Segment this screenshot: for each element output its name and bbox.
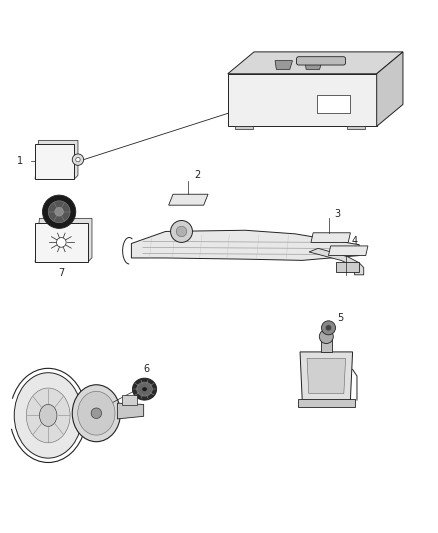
Text: 6: 6 bbox=[144, 364, 150, 374]
Ellipse shape bbox=[137, 382, 152, 396]
Bar bbox=[35, 144, 74, 179]
Circle shape bbox=[321, 321, 336, 335]
Text: 1: 1 bbox=[17, 156, 23, 166]
Ellipse shape bbox=[132, 378, 157, 400]
Bar bbox=[298, 399, 355, 407]
Text: 5: 5 bbox=[338, 313, 344, 323]
Polygon shape bbox=[169, 194, 208, 205]
Text: 3: 3 bbox=[334, 209, 340, 219]
Bar bbox=[35, 223, 88, 262]
Polygon shape bbox=[300, 352, 353, 400]
Bar bbox=[235, 126, 253, 130]
Circle shape bbox=[170, 221, 192, 243]
Circle shape bbox=[48, 201, 70, 223]
Polygon shape bbox=[309, 248, 364, 275]
Circle shape bbox=[57, 238, 66, 247]
FancyBboxPatch shape bbox=[297, 56, 346, 65]
Polygon shape bbox=[228, 74, 377, 126]
Circle shape bbox=[325, 325, 332, 331]
Bar bbox=[336, 262, 359, 272]
Ellipse shape bbox=[14, 373, 82, 458]
Polygon shape bbox=[311, 233, 350, 243]
Polygon shape bbox=[228, 52, 403, 74]
Polygon shape bbox=[305, 61, 322, 69]
Polygon shape bbox=[377, 52, 403, 126]
Circle shape bbox=[176, 226, 187, 237]
Polygon shape bbox=[35, 219, 92, 262]
Polygon shape bbox=[131, 230, 359, 260]
Ellipse shape bbox=[26, 388, 70, 443]
Ellipse shape bbox=[72, 385, 120, 442]
Bar bbox=[347, 126, 365, 130]
Polygon shape bbox=[328, 246, 368, 255]
Ellipse shape bbox=[142, 387, 147, 391]
Bar bbox=[321, 339, 332, 352]
Text: 2: 2 bbox=[194, 171, 200, 180]
Circle shape bbox=[42, 195, 76, 229]
Circle shape bbox=[72, 154, 84, 165]
Polygon shape bbox=[307, 359, 346, 393]
Circle shape bbox=[91, 408, 102, 418]
Circle shape bbox=[319, 329, 333, 344]
Polygon shape bbox=[275, 61, 293, 69]
Bar bbox=[122, 395, 137, 405]
Text: 7: 7 bbox=[58, 268, 64, 278]
Circle shape bbox=[76, 157, 80, 162]
Polygon shape bbox=[117, 403, 144, 419]
Bar bbox=[317, 95, 350, 113]
Text: 4: 4 bbox=[352, 236, 358, 246]
Ellipse shape bbox=[78, 391, 115, 435]
Circle shape bbox=[55, 207, 64, 216]
Ellipse shape bbox=[39, 405, 57, 426]
Polygon shape bbox=[35, 140, 78, 179]
